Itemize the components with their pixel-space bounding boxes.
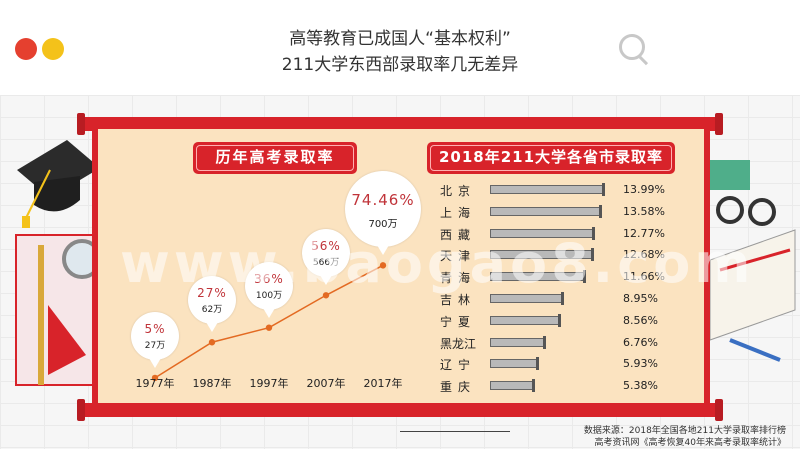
bar-value-label: 8.95% bbox=[623, 292, 658, 305]
bar-end-cap bbox=[591, 226, 595, 240]
x-tick-label: 1987年 bbox=[192, 377, 232, 390]
scroll-top-cap-left bbox=[77, 113, 85, 135]
bar-end-cap bbox=[543, 335, 546, 349]
province-label: 北京 bbox=[440, 184, 477, 198]
yellow-dot-icon bbox=[42, 38, 64, 60]
bar bbox=[490, 185, 604, 194]
notebook-illustration bbox=[15, 234, 98, 386]
bar-end-cap bbox=[531, 379, 535, 393]
bar-end-cap bbox=[536, 357, 540, 371]
bar bbox=[490, 294, 563, 303]
data-label-percent: 27% bbox=[197, 286, 227, 301]
bar-end-cap bbox=[601, 183, 605, 196]
bar-value-label: 8.56% bbox=[623, 313, 658, 327]
bar-end-cap bbox=[591, 248, 595, 262]
line-point bbox=[208, 339, 216, 346]
data-label-bubble: 36% 100万 bbox=[245, 261, 293, 318]
bar-end-cap bbox=[582, 270, 586, 284]
data-label-count: 566万 bbox=[312, 258, 340, 269]
scroll-bottom-cap-right bbox=[715, 399, 723, 421]
province-label: 宁夏 bbox=[440, 314, 477, 329]
bar-value-label: 6.76% bbox=[623, 335, 658, 349]
province-label: 青海 bbox=[440, 271, 477, 286]
bar bbox=[490, 250, 594, 260]
right-chart-heading: 2018年211大学各省市录取率 bbox=[427, 142, 675, 174]
scroll-top-cap-right bbox=[715, 113, 723, 135]
bar bbox=[490, 272, 585, 282]
bar-end-cap bbox=[557, 313, 561, 327]
bar bbox=[490, 337, 545, 347]
bar-value-label: 5.38% bbox=[623, 379, 658, 393]
source-line1: 数据来源：2018年全国各地211大学录取率排行榜 bbox=[583, 426, 786, 436]
data-label-percent: 74.46% bbox=[351, 191, 415, 210]
data-label-count: 62万 bbox=[201, 305, 223, 316]
graduation-cap-icon bbox=[17, 140, 100, 228]
province-label: 吉林 bbox=[440, 293, 477, 307]
province-label: 上海 bbox=[440, 205, 477, 220]
x-tick-label: 2007年 bbox=[306, 377, 346, 390]
data-label-percent: 36% bbox=[254, 271, 284, 286]
data-label-percent: 56% bbox=[311, 239, 341, 254]
bar-value-label: 12.77% bbox=[623, 226, 665, 240]
data-label-bubble: 27% 62万 bbox=[188, 276, 236, 333]
bar-value-label: 13.99% bbox=[623, 183, 665, 196]
red-dot-icon bbox=[15, 38, 37, 60]
data-label-count: 700万 bbox=[368, 219, 398, 231]
bar-value-label: 13.58% bbox=[623, 204, 665, 218]
scroll-bottom-cap-left bbox=[77, 399, 85, 421]
line-point bbox=[322, 292, 330, 299]
source-line2: 高考资讯网《高考恢复40年来高考录取率统计》 bbox=[594, 438, 786, 448]
bar-value-label: 5.93% bbox=[623, 357, 658, 371]
bar bbox=[490, 206, 601, 216]
left-chart-heading: 历年高考录取率 bbox=[193, 142, 357, 174]
source-divider bbox=[400, 431, 510, 432]
line-point bbox=[265, 324, 273, 331]
page-title-line1: 高等教育已成国人“基本权利” bbox=[289, 29, 511, 49]
province-label: 天津 bbox=[440, 249, 477, 264]
bar bbox=[490, 381, 534, 391]
province-label: 重庆 bbox=[440, 380, 477, 395]
x-tick-label: 1977年 bbox=[135, 377, 175, 390]
book-glasses-illustration bbox=[709, 160, 796, 362]
province-label: 西藏 bbox=[440, 227, 477, 242]
search-icon[interactable] bbox=[619, 34, 645, 60]
bar-value-label: 12.68% bbox=[623, 248, 665, 262]
data-label-bubble: 56% 566万 bbox=[302, 229, 350, 286]
data-label-percent: 5% bbox=[144, 321, 166, 336]
page-title-line2: 211大学东西部录取率几无差异 bbox=[281, 55, 519, 75]
bar bbox=[490, 315, 560, 325]
bar-end-cap bbox=[560, 292, 564, 305]
province-label: 辽宁 bbox=[440, 358, 477, 373]
line-point bbox=[379, 262, 387, 269]
data-label-bubble: 5% 27万 bbox=[131, 311, 179, 368]
bar-end-cap bbox=[598, 204, 602, 218]
data-label-bubble: 74.46% 700万 bbox=[345, 171, 421, 256]
data-label-count: 27万 bbox=[144, 340, 166, 351]
x-tick-label: 2017年 bbox=[363, 377, 403, 390]
x-tick-label: 1997年 bbox=[249, 377, 289, 390]
bar bbox=[490, 228, 594, 238]
province-label: 黑龙江 bbox=[440, 336, 477, 351]
bar bbox=[490, 359, 539, 369]
line-point bbox=[151, 374, 159, 382]
data-label-count: 100万 bbox=[255, 290, 283, 301]
scroll-bottom-rod bbox=[82, 403, 718, 417]
scroll-top-rod bbox=[82, 117, 718, 131]
bar-value-label: 11.66% bbox=[623, 270, 665, 284]
